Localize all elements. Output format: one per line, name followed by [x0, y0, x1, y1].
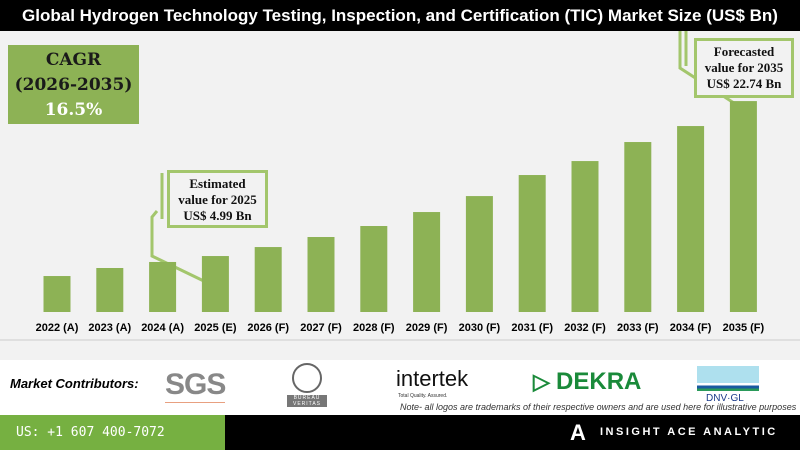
x-tick-label: 2030 (F): [459, 322, 501, 334]
bar-2028 (F): [360, 226, 388, 312]
bar-2022 (A): [43, 276, 71, 312]
sgs-logo: SGS: [165, 368, 226, 403]
dnv-gl-bars-icon: [697, 366, 759, 394]
cagr-label: CAGR: [45, 50, 102, 70]
bar-2035 (F): [729, 101, 757, 313]
contributors-label: Market Contributors:: [10, 376, 139, 391]
chart-title: Global Hydrogen Technology Testing, Insp…: [0, 0, 800, 31]
bar-2023 (A): [96, 268, 124, 312]
brand-name: INSIGHT ACE ANALYTIC: [600, 426, 778, 438]
footer-logos: Market Contributors: SGS BUREAU VERITAS …: [0, 360, 800, 415]
x-tick-label: 2027 (F): [300, 322, 342, 334]
x-tick-label: 2024 (A): [141, 322, 184, 334]
x-tick-label: 2026 (F): [247, 322, 289, 334]
callout-line: US$ 4.99 Bn: [183, 208, 252, 223]
insight-ace-logo-icon: A: [570, 420, 586, 445]
cagr-value: 16.5%: [44, 100, 103, 120]
dekra-text: DEKRA: [556, 368, 642, 395]
cagr-box: CAGR (2026-2035) 16.5%: [8, 45, 139, 124]
bureau-veritas-logo: BUREAU VERITAS: [287, 395, 327, 407]
forecast-value-callout: Forecasted value for 2035 US$ 22.74 Bn: [694, 38, 794, 98]
callout-line: US$ 22.74 Bn: [706, 76, 782, 91]
bar-2033 (F): [624, 142, 652, 312]
x-tick-label: 2028 (F): [353, 322, 395, 334]
x-tick-label: 2031 (F): [511, 322, 553, 334]
intertek-logo: intertek: [396, 366, 469, 391]
bottom-bar: US: +1 607 400-7072 A INSIGHT ACE ANALYT…: [0, 415, 800, 450]
dekra-arrow-icon: ▷: [533, 369, 557, 394]
bar-2034 (F): [677, 126, 705, 313]
x-tick-label: 2022 (A): [36, 322, 79, 334]
bar-2027 (F): [307, 237, 335, 312]
intertek-tagline: Total Quality. Assured.: [398, 393, 448, 399]
phone-number: US: +1 607 400-7072: [0, 415, 225, 450]
bar-2026 (F): [254, 247, 282, 312]
x-tick-label: 2033 (F): [617, 322, 659, 334]
callout-line: value for 2025: [178, 192, 257, 207]
x-tick-label: 2035 (F): [723, 322, 765, 334]
callout-line: Forecasted: [713, 44, 775, 59]
x-tick-label: 2034 (F): [670, 322, 712, 334]
bar-2031 (F): [518, 175, 546, 312]
dnv-gl-logo: DNV·GL: [706, 393, 744, 404]
callout-line: Estimated: [189, 176, 246, 191]
bar-2025 (E): [201, 256, 229, 312]
estimated-value-callout: Estimated value for 2025 US$ 4.99 Bn: [167, 170, 268, 228]
bar-2032 (F): [571, 161, 599, 312]
bar-2029 (F): [413, 212, 441, 312]
x-tick-label: 2029 (F): [406, 322, 448, 334]
cagr-period: (2026-2035): [14, 75, 133, 95]
dekra-logo: ▷ DEKRA: [533, 368, 641, 396]
x-tick-label: 2032 (F): [564, 322, 606, 334]
bar-2030 (F): [465, 196, 493, 312]
trademark-note: Note- all logos are trademarks of their …: [400, 402, 797, 412]
x-tick-label: 2025 (E): [194, 322, 237, 334]
estimated-callout-connector: [150, 210, 211, 286]
bureau-veritas-seal-icon: [292, 363, 322, 393]
callout-line: value for 2035: [704, 60, 784, 75]
x-tick-label: 2023 (A): [88, 322, 131, 334]
bar-2024 (A): [149, 261, 177, 312]
